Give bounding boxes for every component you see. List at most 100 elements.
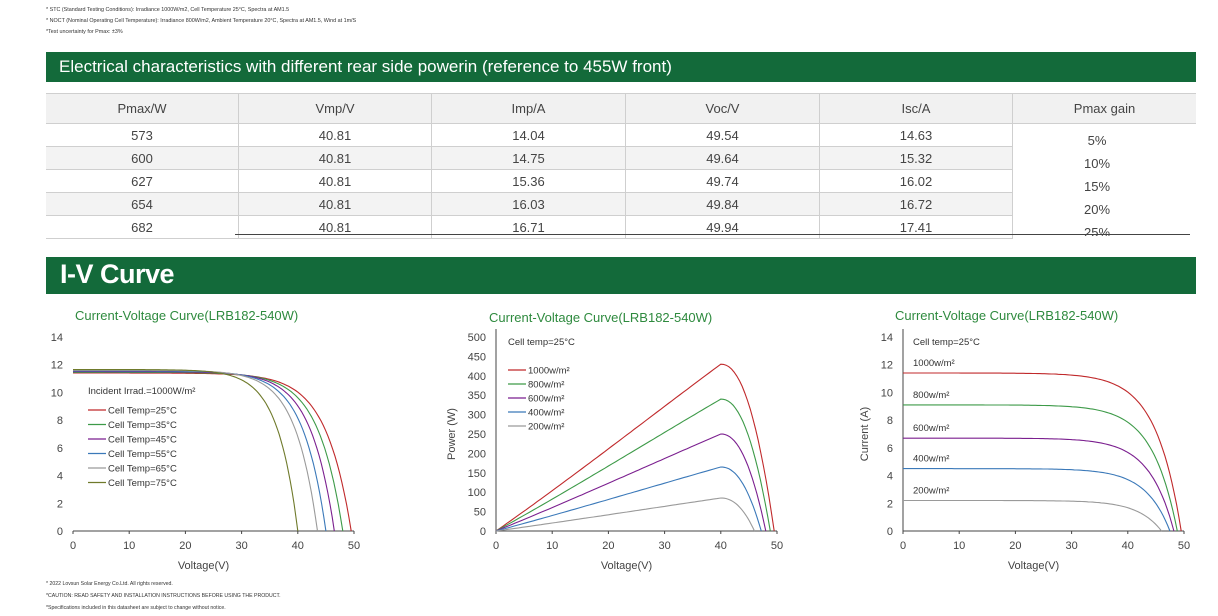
cell: 682 [46, 215, 239, 239]
curve-label: 600w/m² [913, 423, 949, 434]
y-tick-label: 400 [468, 371, 486, 383]
y-tick-label: 6 [887, 443, 893, 455]
curve-label: 200w/m² [913, 486, 949, 497]
legend-label: 600w/m² [528, 394, 564, 405]
legend-label: 1000w/m² [528, 366, 570, 377]
notes: * STC (Standard Testing Conditions): Irr… [46, 5, 356, 38]
x-tick-label: 10 [546, 540, 558, 552]
x-tick-label: 20 [602, 540, 614, 552]
cell: 14.63 [819, 123, 1013, 147]
legend-label: Cell Temp=75°C [108, 478, 177, 489]
chart-title: Current-Voltage Curve(LRB182-540W) [75, 308, 298, 323]
legend-label: 200w/m² [528, 422, 564, 433]
y-axis-label: Current (A) [859, 407, 871, 461]
legend-label: 800w/m² [528, 380, 564, 391]
series-line [73, 369, 299, 532]
note-noct: * NOCT (Nominal Operating Cell Temperatu… [46, 18, 357, 24]
cell: 49.54 [625, 123, 820, 147]
x-axis-label: Voltage(V) [178, 560, 229, 572]
y-tick-label: 8 [57, 415, 63, 427]
x-tick-label: 10 [953, 540, 965, 552]
y-axis-label: Power (W) [446, 408, 458, 460]
x-tick-label: 50 [348, 540, 360, 552]
iv-temp-chart: Current-Voltage Curve(LRB182-540W)0 10 20 3… [51, 308, 360, 572]
cell: 627 [46, 169, 239, 193]
series-line [903, 468, 1171, 532]
y-tick-label: 0 [480, 526, 486, 538]
y-tick-label: 14 [51, 332, 63, 344]
cell: 14.75 [431, 146, 626, 170]
series-line [495, 497, 755, 532]
x-tick-label: 10 [123, 540, 135, 552]
cell: 600 [46, 146, 239, 170]
chart-note: Cell temp=25°C [913, 337, 980, 348]
x-tick-label: 0 [900, 540, 906, 552]
table-row: 600 40.81 14.75 49.64 15.32 [46, 146, 1196, 170]
cell: 654 [46, 192, 239, 216]
col-imp: Imp/A [431, 93, 626, 124]
cell: 49.94 [625, 215, 820, 239]
table-row: 654 40.81 16.03 49.84 16.72 [46, 192, 1196, 216]
section-header-iv: I-V Curve [46, 257, 1196, 294]
y-tick-label: 300 [468, 410, 486, 422]
curve-label: 400w/m² [913, 454, 949, 465]
gain-value: 5% [1087, 133, 1107, 148]
x-tick-label: 30 [1065, 540, 1077, 552]
col-pmax: Pmax/W [46, 93, 239, 124]
x-tick-label: 20 [179, 540, 191, 552]
curve-label: 800w/m² [913, 390, 949, 401]
chart-note: Incident Irrad.=1000W/m² [88, 386, 195, 397]
legend-label: Cell Temp=25°C [108, 406, 177, 417]
cell: 16.71 [431, 215, 626, 239]
electrical-table: Pmax/W Vmp/V Imp/A Voc/V Isc/A Pmax gain… [46, 93, 1196, 239]
gain-cell [1012, 169, 1196, 193]
y-tick-label: 12 [51, 360, 63, 372]
table-row: 627 40.81 15.36 49.74 16.02 [46, 169, 1196, 193]
col-isc: Isc/A [819, 93, 1013, 124]
y-tick-label: 250 [468, 429, 486, 441]
cell: 16.03 [431, 192, 626, 216]
y-tick-label: 350 [468, 390, 486, 402]
y-tick-label: 0 [887, 526, 893, 538]
col-gain: Pmax gain [1012, 93, 1196, 124]
cell: 15.32 [819, 146, 1013, 170]
y-tick-label: 100 [468, 487, 486, 499]
series-line [73, 371, 344, 532]
x-tick-label: 50 [1178, 540, 1190, 552]
cell: 49.64 [625, 146, 820, 170]
y-tick-label: 6 [57, 443, 63, 455]
cell: 49.84 [625, 192, 820, 216]
series-line [903, 499, 1162, 532]
y-tick-label: 10 [51, 387, 63, 399]
chart-title: Current-Voltage Curve(LRB182-540W) [489, 310, 712, 325]
y-tick-label: 8 [887, 415, 893, 427]
curve-label: 1000w/m² [913, 358, 955, 369]
legend-label: Cell Temp=55°C [108, 449, 177, 460]
section-header-electrical: Electrical characteristics with differen… [46, 52, 1196, 82]
footer-caution: *CAUTION: READ SAFETY AND INSTALLATION I… [46, 593, 281, 599]
note-uncertainty: *Test uncertainty for Pmax: ±3% [46, 29, 123, 35]
cell: 16.72 [819, 192, 1013, 216]
col-voc: Voc/V [625, 93, 820, 124]
y-tick-label: 10 [881, 387, 893, 399]
iv-irradiance-chart: Current-Voltage Curve(LRB182-540W)0 10 20 3… [859, 308, 1190, 572]
y-tick-label: 2 [887, 498, 893, 510]
col-vmp: Vmp/V [238, 93, 432, 124]
cell: 40.81 [238, 146, 432, 170]
x-tick-label: 50 [771, 540, 783, 552]
x-tick-label: 40 [1122, 540, 1134, 552]
y-tick-label: 500 [468, 332, 486, 344]
legend-label: Cell Temp=45°C [108, 435, 177, 446]
y-tick-label: 4 [887, 471, 893, 483]
cell: 40.81 [238, 192, 432, 216]
series-line [903, 404, 1178, 532]
chart-title: Current-Voltage Curve(LRB182-540W) [895, 308, 1118, 323]
x-tick-label: 0 [493, 540, 499, 552]
series-line [903, 437, 1175, 532]
legend-label: Cell Temp=65°C [108, 464, 177, 475]
gain-cell [1012, 215, 1196, 239]
cell: 14.04 [431, 123, 626, 147]
x-axis-label: Voltage(V) [1008, 560, 1059, 572]
footer-copyright: * 2022 Lovsun Solar Energy Co.Ltd. All r… [46, 581, 173, 587]
table-bottom-rule [235, 234, 1190, 235]
